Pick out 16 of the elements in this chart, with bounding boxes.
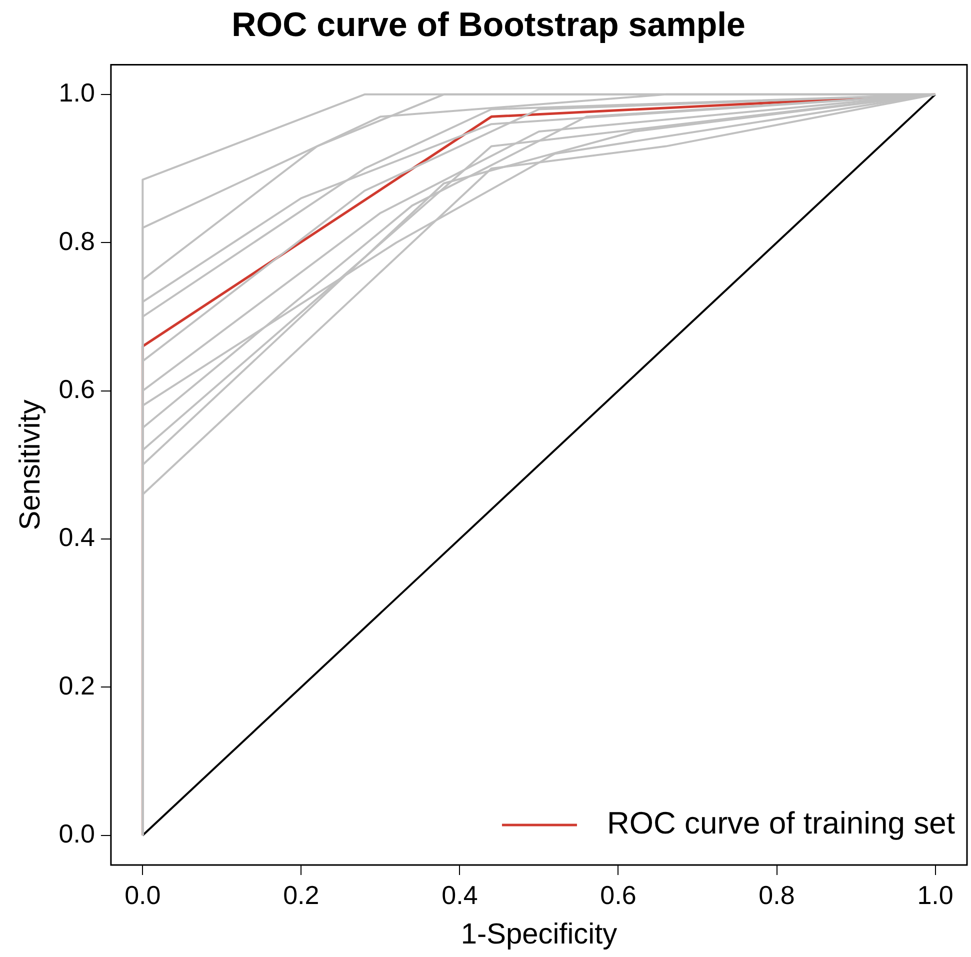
x-tick-label: 0.4 bbox=[442, 880, 478, 910]
y-tick-label: 0.6 bbox=[58, 374, 95, 404]
legend-label: ROC curve of training set bbox=[606, 806, 956, 841]
y-axis-title: Sensitivity bbox=[14, 399, 46, 530]
x-tick-label: 1.0 bbox=[917, 880, 954, 910]
x-tick-label: 0.8 bbox=[758, 880, 795, 910]
x-tick-label: 0.2 bbox=[283, 880, 320, 910]
y-tick-label: 0.8 bbox=[58, 226, 95, 256]
chart-title: ROC curve of Bootstrap sample bbox=[232, 6, 746, 44]
y-tick-label: 0.4 bbox=[58, 522, 95, 552]
y-tick-label: 0.0 bbox=[58, 818, 95, 849]
x-tick-label: 0.0 bbox=[124, 880, 161, 910]
y-tick-label: 1.0 bbox=[58, 78, 95, 108]
x-tick-label: 0.6 bbox=[600, 880, 636, 910]
x-axis-title: 1-Specificity bbox=[460, 918, 618, 951]
y-tick-label: 0.2 bbox=[58, 670, 95, 700]
